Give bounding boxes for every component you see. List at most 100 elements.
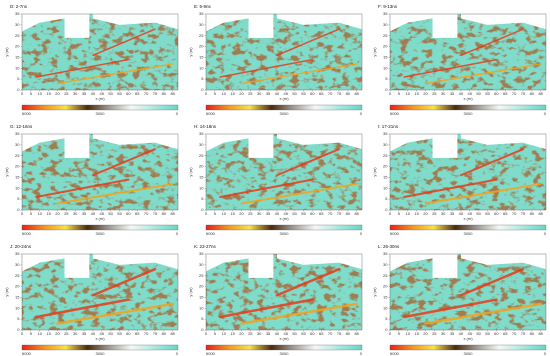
colorbar: [21, 104, 179, 111]
plot-frame: [205, 253, 363, 331]
x-tick-label: 70: [144, 331, 149, 336]
y-tick-label: 25: [383, 153, 388, 158]
panel-label: K: 23-27ns: [194, 244, 217, 249]
x-tick-label: 55: [117, 91, 122, 96]
x-tick-label: 65: [319, 91, 324, 96]
x-tick-label: 30: [257, 211, 262, 216]
y-axis-label: y (m): [372, 47, 377, 57]
anomaly: [218, 298, 314, 319]
anomaly: [403, 58, 498, 78]
x-tick-label: 5: [398, 91, 401, 96]
anomaly: [276, 28, 340, 57]
x-tick-label: 30: [441, 211, 446, 216]
y-tick-label: 20: [15, 164, 20, 169]
panel-label: E: 5-9ns: [194, 4, 212, 9]
plot-frame: [389, 253, 547, 331]
x-tick-label: 5: [30, 91, 33, 96]
y-axis-label: y (m): [188, 287, 193, 297]
x-tick-label: 0: [389, 331, 392, 336]
x-tick-label: 20: [55, 331, 60, 336]
anomaly: [424, 302, 542, 325]
y-tick-label: 10: [199, 305, 204, 310]
x-tick-label: 15: [46, 91, 51, 96]
anomaly: [240, 302, 358, 325]
x-tick-label: 65: [503, 91, 508, 96]
y-tick-label: 20: [383, 44, 388, 49]
y-tick-label: 30: [15, 262, 20, 267]
y-tick-label: 0: [17, 87, 20, 92]
x-tick-label: 60: [310, 211, 315, 216]
x-axis-label: x (m): [95, 336, 105, 341]
panel-label: D: 2-7ns: [10, 4, 28, 9]
x-tick-label: 10: [38, 91, 43, 96]
y-tick-label: 35: [15, 11, 20, 16]
map-mask: [390, 14, 546, 38]
y-tick-label: 35: [383, 251, 388, 256]
x-tick-label: 45: [100, 331, 105, 336]
x-tick-label: 60: [126, 211, 131, 216]
y-axis-label: y (m): [372, 167, 377, 177]
x-tick-label: 25: [432, 211, 437, 216]
x-tick-label: 15: [230, 91, 235, 96]
x-tick-label: 0: [205, 91, 208, 96]
anomaly: [35, 58, 130, 78]
anomaly: [92, 28, 156, 57]
y-tick-label: 35: [383, 131, 388, 136]
x-tick-label: 20: [423, 91, 428, 96]
y-tick-label: 15: [15, 54, 20, 59]
y-tick-label: 15: [199, 54, 204, 59]
x-tick-label: 5: [398, 331, 401, 336]
y-tick-label: 20: [199, 284, 204, 289]
x-tick-label: 70: [144, 91, 149, 96]
x-tick-label: 80: [530, 91, 535, 96]
anomaly: [459, 148, 524, 177]
plot-frame: [205, 133, 363, 211]
y-tick-label: 25: [15, 153, 20, 158]
plot-frame: [205, 13, 363, 91]
x-tick-label: 20: [423, 211, 428, 216]
x-tick-label: 70: [512, 91, 517, 96]
x-tick-label: 60: [126, 331, 131, 336]
y-tick-label: 10: [383, 185, 388, 190]
y-tick-label: 5: [201, 76, 204, 81]
y-tick-label: 5: [385, 196, 388, 201]
x-tick-label: 10: [222, 91, 227, 96]
y-tick-label: 20: [15, 44, 20, 49]
y-tick-label: 30: [199, 22, 204, 27]
y-tick-label: 20: [15, 284, 20, 289]
colorbar-label: 6000: [206, 231, 216, 236]
y-tick-label: 20: [383, 164, 388, 169]
x-tick-label: 15: [414, 211, 419, 216]
x-tick-label: 40: [275, 91, 280, 96]
x-tick-label: 35: [450, 331, 455, 336]
map-mask: [22, 14, 178, 38]
x-tick-label: 75: [153, 211, 158, 216]
x-tick-label: 25: [248, 331, 253, 336]
anomaly: [402, 298, 498, 319]
colorbar-label: 6000: [390, 351, 400, 356]
x-tick-label: 85: [354, 211, 359, 216]
x-tick-label: 30: [73, 211, 78, 216]
y-tick-label: 10: [383, 305, 388, 310]
y-tick-label: 0: [385, 87, 388, 92]
x-tick-label: 75: [153, 331, 158, 336]
y-tick-label: 15: [15, 174, 20, 179]
y-tick-label: 30: [199, 142, 204, 147]
map-mask: [390, 254, 546, 278]
x-tick-label: 50: [476, 331, 481, 336]
plot-frame: [21, 253, 179, 331]
map-mask: [206, 14, 362, 38]
x-tick-label: 45: [100, 91, 105, 96]
x-tick-label: 30: [441, 331, 446, 336]
x-tick-label: 35: [82, 91, 87, 96]
x-tick-label: 5: [214, 331, 217, 336]
x-tick-label: 20: [55, 211, 60, 216]
x-axis-label: x (m): [279, 336, 289, 341]
x-axis-label: x (m): [463, 216, 473, 221]
x-tick-label: 55: [301, 331, 306, 336]
x-tick-label: 40: [91, 211, 96, 216]
panel-label: G: 12-16ns: [10, 124, 33, 129]
x-tick-label: 70: [328, 331, 333, 336]
anomaly: [91, 148, 156, 177]
